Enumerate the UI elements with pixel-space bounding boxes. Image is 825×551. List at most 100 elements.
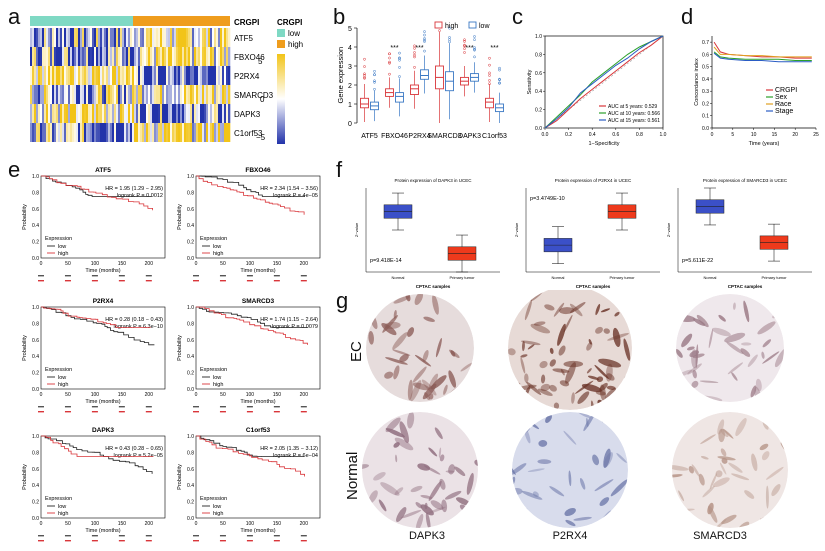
heatmap-cell (118, 123, 121, 142)
heatmap-cell (158, 123, 161, 142)
heatmap-cell (108, 47, 111, 66)
protein-tumor-label: Primary tumor (609, 275, 635, 280)
km-risk-cell (64, 406, 71, 408)
heatmap-cell (86, 85, 89, 104)
heatmap-cell (88, 66, 91, 85)
box-legend-label: low (479, 23, 490, 30)
heatmap-cell (86, 47, 89, 66)
km-risk-cell (38, 411, 44, 413)
km-x-tick-label: 200 (145, 261, 154, 267)
heatmap-cell (190, 123, 193, 142)
heatmap-cell (74, 123, 77, 142)
heatmap-cell (70, 28, 73, 47)
heatmap-cell (54, 28, 57, 47)
y-tick-label: 0.5 (702, 65, 709, 71)
legend-swatch-high (277, 40, 285, 48)
heatmap-cell (150, 85, 153, 104)
heatmap-cell (42, 66, 45, 85)
heatmap-cell (122, 66, 125, 85)
heatmap-cell (156, 104, 159, 123)
heatmap-cell (142, 47, 145, 66)
heatmap-cell (134, 123, 137, 142)
km-risk-cell (193, 406, 199, 408)
heatmap-cell (200, 66, 203, 85)
heatmap-cell (228, 28, 231, 47)
heatmap-cell (154, 104, 157, 123)
km-frame (195, 435, 321, 519)
km-pvalue-text: logrank P = 5.2e−05 (114, 453, 163, 459)
km-curve (196, 435, 305, 477)
km-risk-cell (38, 406, 44, 408)
heatmap-cell (192, 123, 195, 142)
km-risk-cell (145, 535, 152, 537)
km-x-tick-label: 100 (91, 392, 100, 398)
heatmap-cell (212, 85, 215, 104)
heatmap-cell (102, 28, 105, 47)
heatmap-cell (76, 28, 79, 47)
km-x-tick-label: 0 (40, 261, 43, 267)
heatmap-cell (96, 104, 99, 123)
heatmap-cell (128, 66, 131, 85)
km-risk-cell (219, 411, 226, 413)
heatmap-cell (104, 85, 107, 104)
heatmap-cell (84, 85, 87, 104)
box-outlier (423, 38, 426, 42)
km-y-tick-label: 1.0 (32, 305, 39, 311)
box-outlier (463, 47, 466, 50)
km-title: ATF5 (95, 167, 111, 174)
heatmap-cell (36, 66, 39, 85)
km-risk-cell (145, 275, 152, 277)
box-significance: *** (415, 45, 423, 52)
series-line (713, 52, 812, 63)
heatmap-cell (60, 123, 63, 142)
heatmap-cell (96, 47, 99, 66)
heatmap-cell (152, 28, 155, 47)
heatmap-cell (88, 85, 91, 104)
heatmap-cell (48, 85, 51, 104)
km-x-tick-label: 50 (65, 392, 71, 398)
km-legend-low: low (213, 244, 221, 250)
km-pvalue-text: logrank P = 0.0012 (117, 193, 163, 199)
heatmap-cell (164, 47, 167, 66)
heatmap-cell (224, 85, 227, 104)
heatmap-cell (62, 123, 65, 142)
km-risk-cell (193, 280, 199, 282)
heatmap-cell (194, 104, 197, 123)
box-legend-swatch (434, 21, 443, 29)
heatmap-cell (52, 47, 55, 66)
heatmap-gene-label: C1orf53 (234, 129, 263, 138)
heatmap-cell (124, 28, 127, 47)
protein-normal-label: Normal (392, 275, 405, 280)
heatmap-cell (154, 123, 157, 142)
heatmap-cell (218, 123, 221, 142)
box-category-label: FBXO46 (381, 133, 408, 140)
heatmap-cell (192, 85, 195, 104)
km-y-tick-label: 0.0 (187, 516, 194, 522)
heatmap-cell (226, 85, 229, 104)
km-risk-cell (219, 535, 226, 537)
km-x-tick-label: 100 (246, 521, 255, 527)
heatmap-cell (90, 123, 93, 142)
heatmap-cell (102, 104, 105, 123)
heatmap-cell (154, 47, 157, 66)
heatmap-cell (178, 28, 181, 47)
km-curve (41, 306, 151, 328)
heatmap-cell (224, 104, 227, 123)
heatmap-cell (36, 123, 39, 142)
heatmap-cell (92, 66, 95, 85)
protein-x-axis-label: CPTAC samples (728, 284, 763, 289)
heatmap-cell (214, 66, 217, 85)
heatmap-cell (162, 123, 165, 142)
heatmap-cell (154, 28, 157, 47)
box-outlier (413, 65, 416, 69)
km-x-tick-label: 50 (220, 261, 226, 267)
legend-label: Race (775, 101, 791, 108)
heatmap-cell (190, 66, 193, 85)
heatmap-cell (182, 66, 185, 85)
heatmap-cell (180, 123, 183, 142)
km-risk-cell (246, 540, 253, 542)
km-curve (41, 175, 153, 211)
heatmap-cell (118, 66, 121, 85)
heatmap-cell (170, 104, 173, 123)
box-outlier (473, 48, 476, 52)
